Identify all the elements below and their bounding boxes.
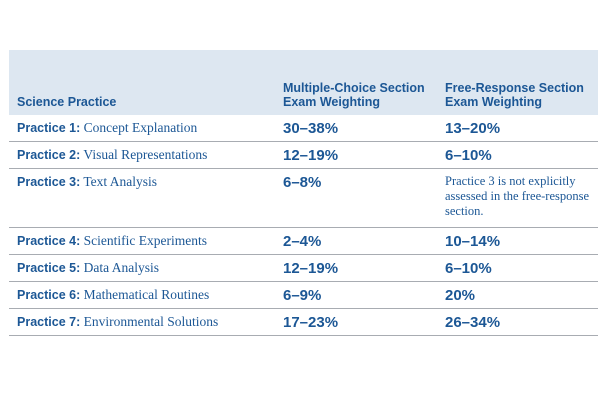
- practice-number: Practice 3:: [17, 175, 81, 189]
- exam-weighting-table: Science Practice Multiple-Choice Section…: [9, 50, 598, 336]
- table-row: Practice 4: Scientific Experiments 2–4% …: [9, 228, 598, 255]
- practice-cell: Practice 5: Data Analysis: [9, 255, 269, 282]
- table-header: Science Practice Multiple-Choice Section…: [9, 50, 598, 115]
- practice-name: Data Analysis: [83, 260, 159, 275]
- free-response-weight: 20%: [445, 287, 476, 304]
- practice-cell: Practice 6: Mathematical Routines: [9, 282, 269, 309]
- free-response-weight: 6–10%: [445, 260, 492, 277]
- practice-cell: Practice 4: Scientific Experiments: [9, 228, 269, 255]
- multiple-choice-weight: 17–23%: [283, 314, 339, 331]
- header-science-practice: Science Practice: [17, 94, 117, 109]
- practice-name: Mathematical Routines: [83, 287, 210, 302]
- multiple-choice-weight: 6–9%: [283, 287, 322, 304]
- free-response-weight: 26–34%: [445, 314, 501, 331]
- table-row: Practice 1: Concept Explanation 30–38% 1…: [9, 115, 598, 142]
- practice-name: Text Analysis: [83, 174, 158, 189]
- practice-number: Practice 2:: [17, 148, 81, 162]
- header-free-response: Free-Response Section Exam Weighting: [445, 81, 584, 109]
- free-response-weight: 10–14%: [445, 233, 501, 250]
- table-row: Practice 2: Visual Representations 12–19…: [9, 142, 598, 169]
- table-row: Practice 7: Environmental Solutions 17–2…: [9, 309, 598, 336]
- practice-cell: Practice 2: Visual Representations: [9, 142, 269, 169]
- practice-cell: Practice 7: Environmental Solutions: [9, 309, 269, 336]
- practice-cell: Practice 3: Text Analysis: [9, 169, 269, 228]
- table-row: Practice 3: Text Analysis 6–8% Practice …: [9, 169, 598, 228]
- practice-number: Practice 5:: [17, 261, 81, 275]
- practice-number: Practice 7:: [17, 315, 81, 329]
- free-response-weight: 6–10%: [445, 147, 492, 164]
- practice-name: Visual Representations: [83, 147, 208, 162]
- practice-name: Concept Explanation: [83, 120, 198, 135]
- multiple-choice-weight: 12–19%: [283, 147, 339, 164]
- free-response-weight: 13–20%: [445, 120, 501, 137]
- multiple-choice-weight: 2–4%: [283, 233, 322, 250]
- practice-number: Practice 1:: [17, 121, 81, 135]
- header-row: Science Practice Multiple-Choice Section…: [9, 50, 598, 115]
- practice-name: Scientific Experiments: [83, 233, 207, 248]
- multiple-choice-weight: 12–19%: [283, 260, 339, 277]
- free-response-note: Practice 3 is not explicitly assessed in…: [445, 174, 590, 218]
- practice-number: Practice 4:: [17, 234, 81, 248]
- header-multiple-choice: Multiple-Choice Section Exam Weighting: [283, 81, 425, 109]
- table-body: Practice 1: Concept Explanation 30–38% 1…: [9, 115, 598, 336]
- practice-name: Environmental Solutions: [83, 314, 219, 329]
- practice-cell: Practice 1: Concept Explanation: [9, 115, 269, 142]
- table-row: Practice 6: Mathematical Routines 6–9% 2…: [9, 282, 598, 309]
- exam-weighting-table-container: Science Practice Multiple-Choice Section…: [9, 50, 598, 336]
- multiple-choice-weight: 30–38%: [283, 120, 339, 137]
- practice-number: Practice 6:: [17, 288, 81, 302]
- multiple-choice-weight: 6–8%: [283, 174, 322, 191]
- table-row: Practice 5: Data Analysis 12–19% 6–10%: [9, 255, 598, 282]
